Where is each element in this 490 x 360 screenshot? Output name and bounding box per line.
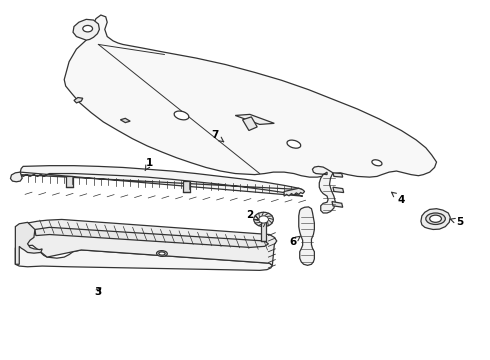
Polygon shape [261, 221, 267, 241]
Text: 3: 3 [94, 287, 101, 297]
Ellipse shape [157, 251, 167, 256]
Text: 6: 6 [289, 236, 300, 247]
Polygon shape [333, 173, 343, 177]
Text: 2: 2 [246, 210, 259, 220]
Polygon shape [235, 114, 274, 125]
Ellipse shape [174, 111, 189, 120]
Polygon shape [299, 207, 315, 265]
Circle shape [259, 216, 269, 223]
Polygon shape [73, 19, 99, 40]
Polygon shape [332, 202, 343, 207]
Text: 4: 4 [392, 192, 405, 205]
Ellipse shape [83, 26, 93, 32]
Polygon shape [66, 176, 73, 187]
Ellipse shape [430, 215, 441, 222]
Text: 1: 1 [145, 158, 153, 171]
Text: 7: 7 [211, 130, 224, 142]
Ellipse shape [372, 160, 382, 166]
Polygon shape [19, 220, 277, 265]
Polygon shape [35, 227, 269, 247]
Ellipse shape [159, 252, 165, 255]
Circle shape [254, 212, 273, 226]
Polygon shape [10, 172, 22, 182]
Ellipse shape [287, 140, 301, 148]
Polygon shape [333, 187, 343, 193]
Polygon shape [121, 118, 130, 123]
Ellipse shape [426, 213, 445, 225]
Text: 5: 5 [450, 217, 464, 227]
Polygon shape [74, 98, 83, 103]
Polygon shape [183, 181, 190, 192]
Polygon shape [15, 222, 42, 264]
Polygon shape [20, 166, 303, 196]
Polygon shape [64, 15, 437, 177]
Polygon shape [421, 209, 450, 229]
Polygon shape [284, 188, 305, 196]
Polygon shape [15, 245, 272, 270]
Polygon shape [243, 117, 257, 131]
Polygon shape [313, 166, 335, 213]
